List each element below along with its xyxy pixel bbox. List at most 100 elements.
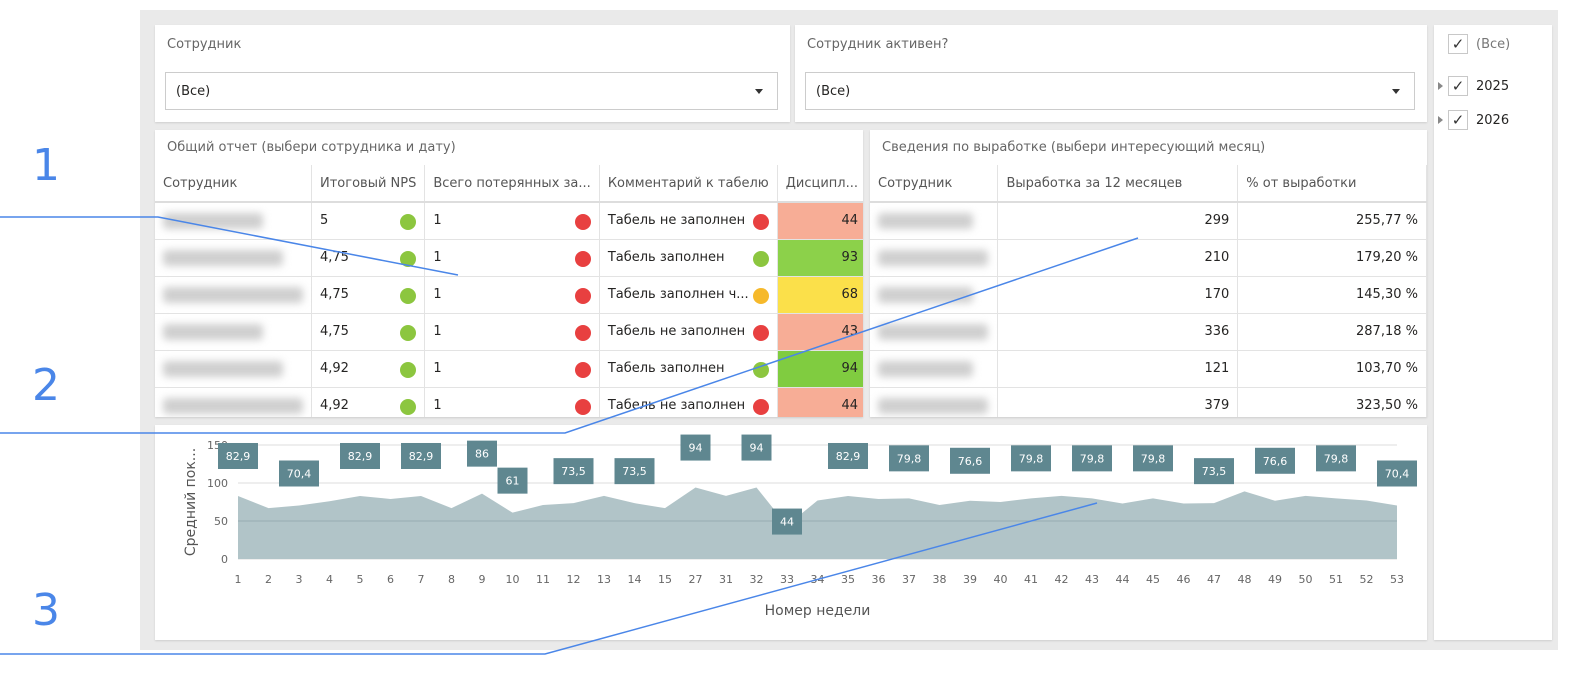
column-header[interactable]: Итоговый NPS — [311, 165, 426, 203]
x-tick-label: 9 — [479, 573, 486, 586]
table-row[interactable]: 210 179,20 % — [870, 239, 1427, 277]
slicer-label: 2025 — [1476, 78, 1510, 94]
active-dropdown[interactable]: (Все) — [805, 72, 1415, 110]
nps-value: 4,75 — [320, 250, 349, 265]
table-row[interactable]: 4,75 1 Табель не заполнен 43 — [155, 313, 863, 351]
table-row[interactable]: 4,75 1 Табель заполнен 93 — [155, 239, 863, 277]
employee-filter: Сотрудник (Все) — [155, 25, 790, 122]
year-slicer: ✓ (Все) ✓ 2025 ✓ 2026 — [1434, 25, 1552, 640]
output-pct-cell: 145,30 % — [1237, 276, 1427, 314]
x-tick-label: 1 — [235, 573, 242, 586]
data-label-box — [279, 460, 319, 487]
checkbox-checked-icon[interactable]: ✓ — [1448, 34, 1468, 54]
annotation-number: 2 — [32, 360, 60, 411]
status-dot-icon — [400, 250, 417, 267]
blurred-name — [163, 323, 263, 340]
table-row[interactable]: 121 103,70 % — [870, 350, 1427, 388]
nps-cell: 4,75 — [311, 313, 426, 351]
output-value-cell: 379 — [997, 387, 1239, 417]
status-dot-icon — [752, 324, 769, 341]
expand-icon[interactable] — [1438, 82, 1443, 90]
table-row[interactable]: 379 323,50 % — [870, 387, 1427, 417]
active-dropdown-value: (Все) — [816, 84, 851, 99]
x-tick-label: 48 — [1238, 573, 1252, 586]
slicer-item-2026[interactable]: ✓ 2026 — [1438, 110, 1510, 130]
x-tick-label: 31 — [719, 573, 733, 586]
data-label-box — [1072, 445, 1112, 472]
table-row[interactable]: 336 287,18 % — [870, 313, 1427, 351]
comment-cell: Табель заполнен — [599, 239, 778, 277]
discipline-cell: 68 — [777, 276, 863, 314]
output-pct-cell: 255,77 % — [1237, 202, 1427, 240]
status-dot-icon — [574, 361, 591, 378]
column-header[interactable]: Сотрудник — [870, 165, 999, 203]
slicer-item-all[interactable]: ✓ (Все) — [1448, 34, 1510, 54]
lost-value: 1 — [433, 213, 442, 229]
lost-cell: 1 — [424, 276, 600, 314]
employee-cell — [155, 350, 312, 388]
table-row[interactable]: 4,92 1 Табель не заполнен 44 — [155, 387, 863, 417]
comment-cell: Табель не заполнен — [599, 387, 778, 417]
checkbox-checked-icon[interactable]: ✓ — [1448, 110, 1468, 130]
expand-icon[interactable] — [1438, 116, 1443, 124]
column-header[interactable]: % от выработки — [1237, 165, 1427, 203]
nps-cell: 4,92 — [311, 387, 426, 417]
x-tick-label: 37 — [902, 573, 916, 586]
comment-value: Табель не заполнен — [607, 324, 746, 339]
data-label: 79,8 — [1324, 452, 1349, 465]
table-row[interactable]: 170 145,30 % — [870, 276, 1427, 314]
x-axis-title: Номер недели — [765, 603, 871, 619]
nps-cell: 4,75 — [311, 239, 426, 277]
table-row[interactable]: 4,75 1 Табель заполнен ч... 68 — [155, 276, 863, 314]
employee-cell — [155, 239, 312, 277]
chevron-down-icon — [755, 89, 763, 94]
output-value-cell: 121 — [997, 350, 1239, 388]
employee-cell — [155, 313, 312, 351]
x-tick-label: 44 — [1116, 573, 1130, 586]
data-label-box — [741, 434, 772, 461]
discipline-cell: 44 — [777, 387, 863, 417]
column-header[interactable]: Сотрудник — [155, 165, 312, 203]
x-tick-label: 11 — [536, 573, 550, 586]
x-tick-label: 4 — [326, 573, 333, 586]
status-dot-icon — [400, 287, 417, 304]
lost-cell: 1 — [424, 202, 600, 240]
column-header[interactable]: Выработка за 12 месяцев — [997, 165, 1239, 203]
column-header[interactable]: Комментарий к табелю — [599, 165, 778, 203]
area-series — [238, 487, 1397, 559]
data-label: 79,8 — [1080, 452, 1105, 465]
table-row[interactable]: 299 255,77 % — [870, 202, 1427, 240]
employee-dropdown[interactable]: (Все) — [165, 72, 778, 110]
employee-cell — [155, 276, 312, 314]
x-tick-label: 12 — [567, 573, 581, 586]
lost-value: 1 — [433, 398, 442, 413]
slicer-item-2025[interactable]: ✓ 2025 — [1438, 76, 1510, 96]
annotation-number: 3 — [32, 585, 60, 636]
x-tick-label: 3 — [296, 573, 303, 586]
data-label-box — [1255, 447, 1295, 474]
blurred-name — [878, 249, 988, 266]
data-label: 70,4 — [1385, 467, 1410, 480]
output-pct-cell: 323,50 % — [1237, 387, 1427, 417]
output-pct-cell: 179,20 % — [1237, 239, 1427, 277]
x-tick-label: 46 — [1177, 573, 1191, 586]
nps-cell: 4,75 — [311, 276, 426, 314]
checkbox-checked-icon[interactable]: ✓ — [1448, 76, 1468, 96]
lost-value: 1 — [433, 361, 442, 376]
employee-cell — [870, 350, 999, 388]
table-row[interactable]: 5 1 Табель не заполнен 44 — [155, 202, 863, 240]
report-title: Общий отчет (выбери сотрудника и дату) — [167, 140, 456, 155]
table-row[interactable]: 4,92 1 Табель заполнен 94 — [155, 350, 863, 388]
column-header[interactable]: Всего потерянных за... — [424, 165, 600, 203]
data-label-box — [680, 434, 711, 461]
report-grid: Сотрудник Итоговый NPS Всего потерянных … — [155, 165, 863, 417]
column-header[interactable]: Дисципл... — [777, 165, 863, 203]
slicer-label: 2026 — [1476, 112, 1510, 128]
x-tick-label: 7 — [418, 573, 425, 586]
comment-value: Табель заполнен — [607, 250, 725, 265]
x-tick-label: 49 — [1268, 573, 1282, 586]
status-dot-icon — [574, 214, 591, 230]
weekly-chart: 0 50 100 150 1 2 3 4 5 6 7 8 9 10 11 12 13 14 15 27 31 32 33 34… — [155, 425, 1427, 640]
data-label: 82,9 — [409, 450, 434, 463]
comment-cell: Табель не заполнен — [599, 313, 778, 351]
